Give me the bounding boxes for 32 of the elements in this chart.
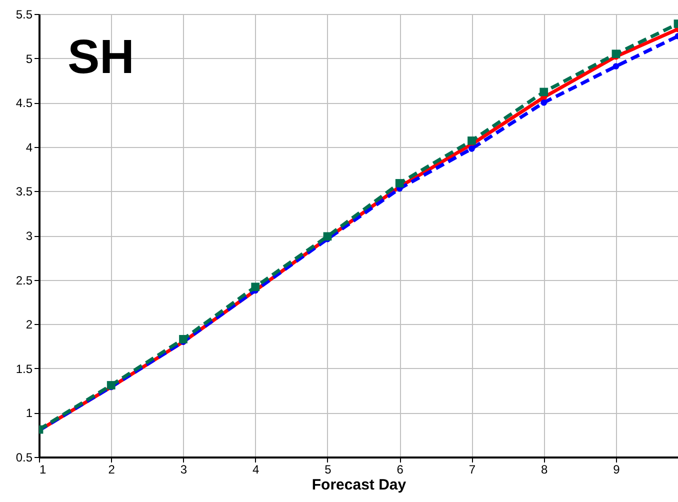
point [179,334,188,344]
point [468,136,476,145]
point [540,99,548,106]
y-tick-label: 2.5 [16,273,33,288]
annotation: SH [68,31,134,84]
x-tick-label: 8 [541,462,548,476]
point [612,63,620,70]
y-tick-label: 1.5 [16,362,33,376]
point [468,146,475,152]
x-tick-label: 5 [324,462,332,476]
x-tick-label: 2 [108,462,116,476]
y-tick-label: 4.5 [16,96,33,110]
y-tick-label: 3 [26,229,33,243]
x-axis-title: Forecast Day [312,476,407,494]
point [395,179,404,188]
y-tick-label: 3.5 [16,184,33,199]
point [251,282,260,292]
point [540,88,548,96]
y-tick-label: 1 [26,406,33,420]
x-tick-label: 9 [613,462,620,476]
x-tick-label: 6 [396,462,404,476]
y-tick-label: 4 [26,140,33,154]
y-tick-label: 5 [26,52,33,66]
x-tick-label: 7 [468,462,476,476]
y-tick-label: 2 [26,318,33,332]
x-tick-label: 3 [180,462,188,476]
x-tick-label: 1 [40,462,46,476]
y-tick-label: 0.5 [16,450,33,464]
point [612,50,620,58]
point [106,381,116,390]
y-tick-label: 5.5 [16,8,33,22]
x-tick-label: 4 [252,462,260,476]
